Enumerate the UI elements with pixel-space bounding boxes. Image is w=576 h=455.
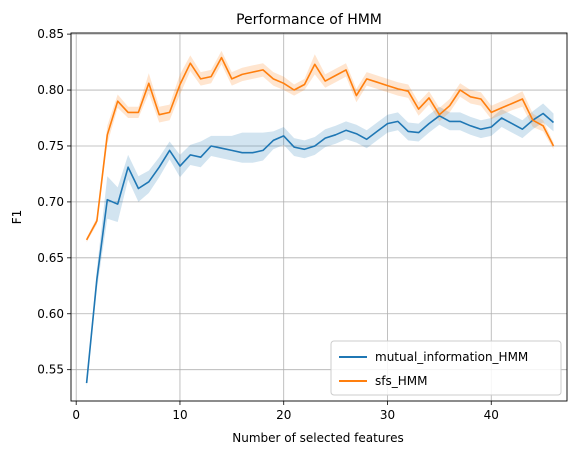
chart-title: Performance of HMM bbox=[236, 12, 382, 28]
y-tick-label: 0.85 bbox=[37, 27, 64, 41]
y-axis: 0.55 0.60 0.65 0.70 0.75 0.80 0.85 bbox=[37, 27, 71, 377]
legend-box bbox=[330, 340, 562, 396]
x-tick-label: 30 bbox=[380, 408, 395, 422]
y-tick-label: 0.80 bbox=[37, 83, 64, 97]
series-lines bbox=[85, 56, 555, 384]
x-tick-label: 40 bbox=[484, 408, 499, 422]
series-line-1 bbox=[85, 56, 555, 241]
x-tick-label: 20 bbox=[276, 408, 291, 422]
x-axis: 0 10 20 30 40 bbox=[72, 401, 499, 422]
y-tick-label: 0.60 bbox=[37, 307, 64, 321]
grid bbox=[71, 33, 567, 401]
legend-label-mutual-information: mutual_information_HMM bbox=[375, 350, 528, 364]
plot-frame bbox=[70, 32, 568, 402]
x-axis-label: Number of selected features bbox=[232, 431, 403, 445]
y-tick-label: 0.70 bbox=[37, 195, 64, 209]
series-line-0 bbox=[85, 112, 555, 384]
legend-label-sfs: sfs_HMM bbox=[375, 374, 427, 388]
y-tick-label: 0.65 bbox=[37, 251, 64, 265]
x-tick-label: 0 bbox=[72, 408, 80, 422]
y-tick-label: 0.75 bbox=[37, 139, 64, 153]
x-tick-label: 10 bbox=[172, 408, 187, 422]
y-axis-label: F1 bbox=[10, 210, 24, 225]
legend: mutual_information_HMM sfs_HMM bbox=[330, 340, 562, 396]
y-tick-label: 0.55 bbox=[37, 363, 64, 377]
